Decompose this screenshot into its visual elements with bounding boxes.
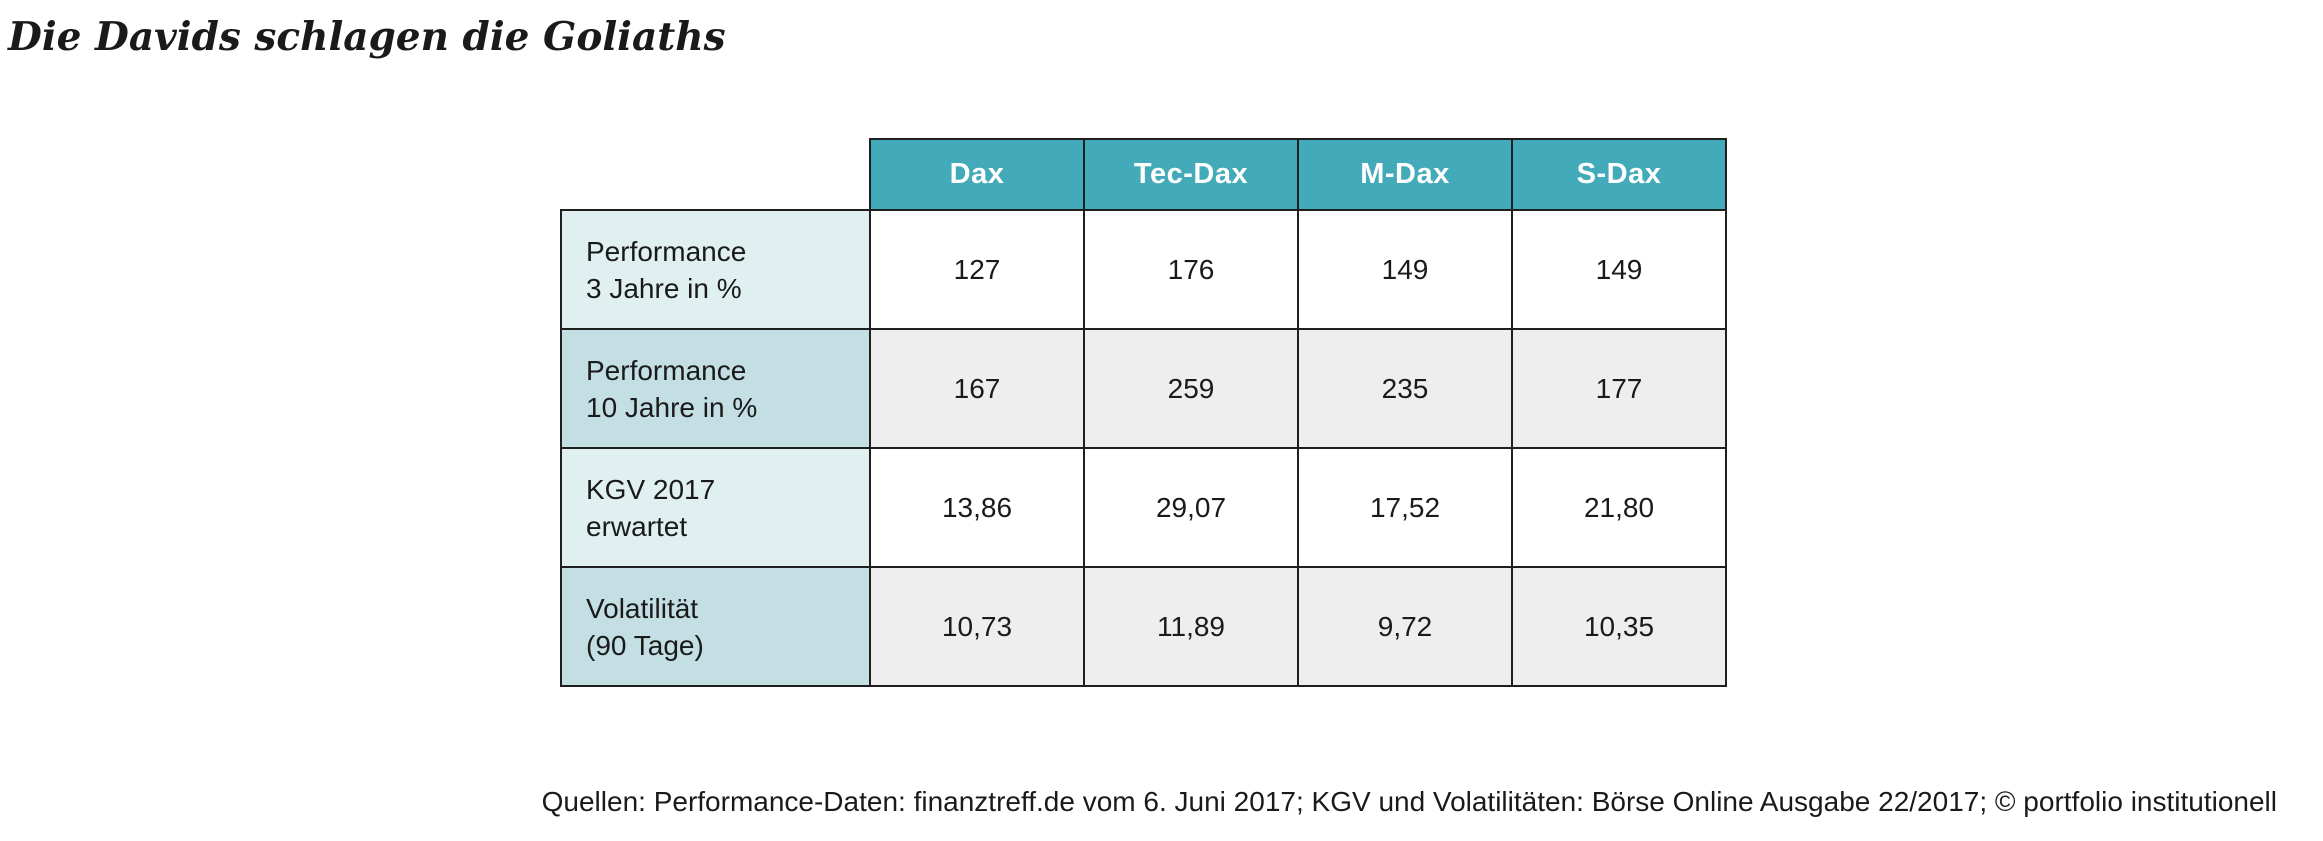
row-header-line1: Performance — [586, 354, 747, 386]
table-cell: 149 — [1511, 209, 1727, 330]
table-cell: 10,35 — [1511, 566, 1727, 687]
column-header-tec-dax: Tec-Dax — [1083, 138, 1299, 211]
table-cell: 21,80 — [1511, 447, 1727, 568]
row-header-line2: 10 Jahre in % — [586, 391, 758, 423]
column-header-dax: Dax — [869, 138, 1085, 211]
table-cell: 13,86 — [869, 447, 1085, 568]
table-cell: 177 — [1511, 328, 1727, 449]
row-header-line1: Performance — [586, 235, 747, 267]
source-note: Quellen: Performance-Daten: finanztreff.… — [541, 786, 2277, 817]
data-table: Dax Tec-Dax M-Dax S-Dax Performance 3 Ja… — [560, 138, 1727, 687]
row-header-line2: (90 Tage) — [586, 629, 704, 661]
column-header-m-dax: M-Dax — [1297, 138, 1513, 211]
table-header-row: Dax Tec-Dax M-Dax S-Dax — [561, 138, 1727, 211]
table-row: Performance 10 Jahre in % 167 259 235 17… — [560, 328, 1727, 449]
table-cell: 17,52 — [1297, 447, 1513, 568]
table-corner — [561, 139, 870, 210]
table-row: Volatilität (90 Tage) 10,73 11,89 9,72 1… — [560, 566, 1727, 687]
row-header: KGV 2017 erwartet — [560, 447, 871, 568]
table-cell: 29,07 — [1083, 447, 1299, 568]
table-cell: 167 — [869, 328, 1085, 449]
table-cell: 9,72 — [1297, 566, 1513, 687]
row-header-line1: Volatilität — [586, 592, 699, 624]
table-cell: 10,73 — [869, 566, 1085, 687]
table-cell: 235 — [1297, 328, 1513, 449]
row-header: Volatilität (90 Tage) — [560, 566, 871, 687]
row-header-line2: 3 Jahre in % — [586, 272, 742, 304]
table-cell: 259 — [1083, 328, 1299, 449]
table-cell: 127 — [869, 209, 1085, 330]
row-header-line2: erwartet — [586, 510, 688, 542]
row-header: Performance 3 Jahre in % — [560, 209, 871, 330]
table-row: Performance 3 Jahre in % 127 176 149 149 — [560, 209, 1727, 330]
table-cell: 11,89 — [1083, 566, 1299, 687]
column-header-s-dax: S-Dax — [1511, 138, 1727, 211]
table-cell: 176 — [1083, 209, 1299, 330]
chart-title: Die Davids schlagen die Goliaths — [8, 14, 726, 60]
row-header-line1: KGV 2017 — [586, 473, 716, 505]
table-row: KGV 2017 erwartet 13,86 29,07 17,52 21,8… — [560, 447, 1727, 568]
row-header: Performance 10 Jahre in % — [560, 328, 871, 449]
table-cell: 149 — [1297, 209, 1513, 330]
